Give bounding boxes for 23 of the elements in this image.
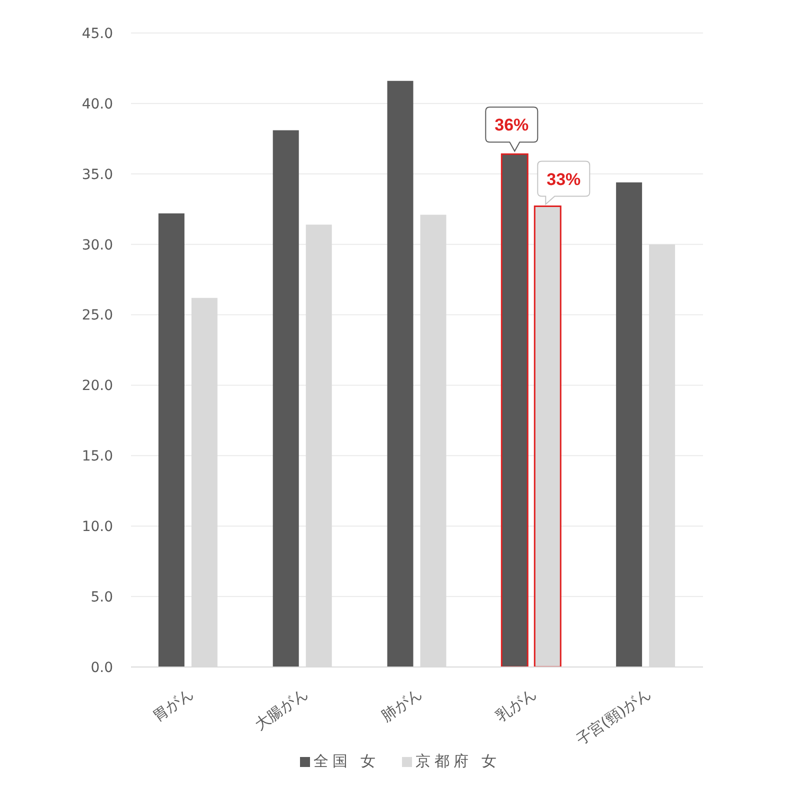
data-label: 36% <box>494 116 529 135</box>
data-label: 33% <box>546 170 581 189</box>
y-tick-label: 30.0 <box>82 237 113 254</box>
y-tick-label: 15.0 <box>82 448 113 465</box>
legend-label: 全国 女 <box>314 752 380 771</box>
bar <box>387 80 414 667</box>
x-tick-label: 乳がん <box>492 684 540 726</box>
y-tick-label: 5.0 <box>90 590 113 606</box>
y-tick-label: 45.0 <box>82 26 113 42</box>
y-tick-label: 35.0 <box>82 166 113 183</box>
x-tick-label: 大腸がん <box>251 684 311 734</box>
y-tick-label: 25.0 <box>82 308 113 324</box>
y-tick-label: 40.0 <box>82 96 113 112</box>
x-tick-label: 肺がん <box>378 684 426 726</box>
y-tick-label: 0.0 <box>90 660 113 676</box>
bar <box>272 130 299 667</box>
y-tick-label: 20.0 <box>82 378 113 394</box>
bar <box>616 182 642 667</box>
legend-label: 京都府 女 <box>416 752 500 771</box>
x-tick-label: 子宮(頸)がん <box>572 684 654 750</box>
y-tick-label: 10.0 <box>82 519 113 536</box>
bar <box>158 213 184 667</box>
x-tick-label: 胃がん <box>149 684 196 726</box>
